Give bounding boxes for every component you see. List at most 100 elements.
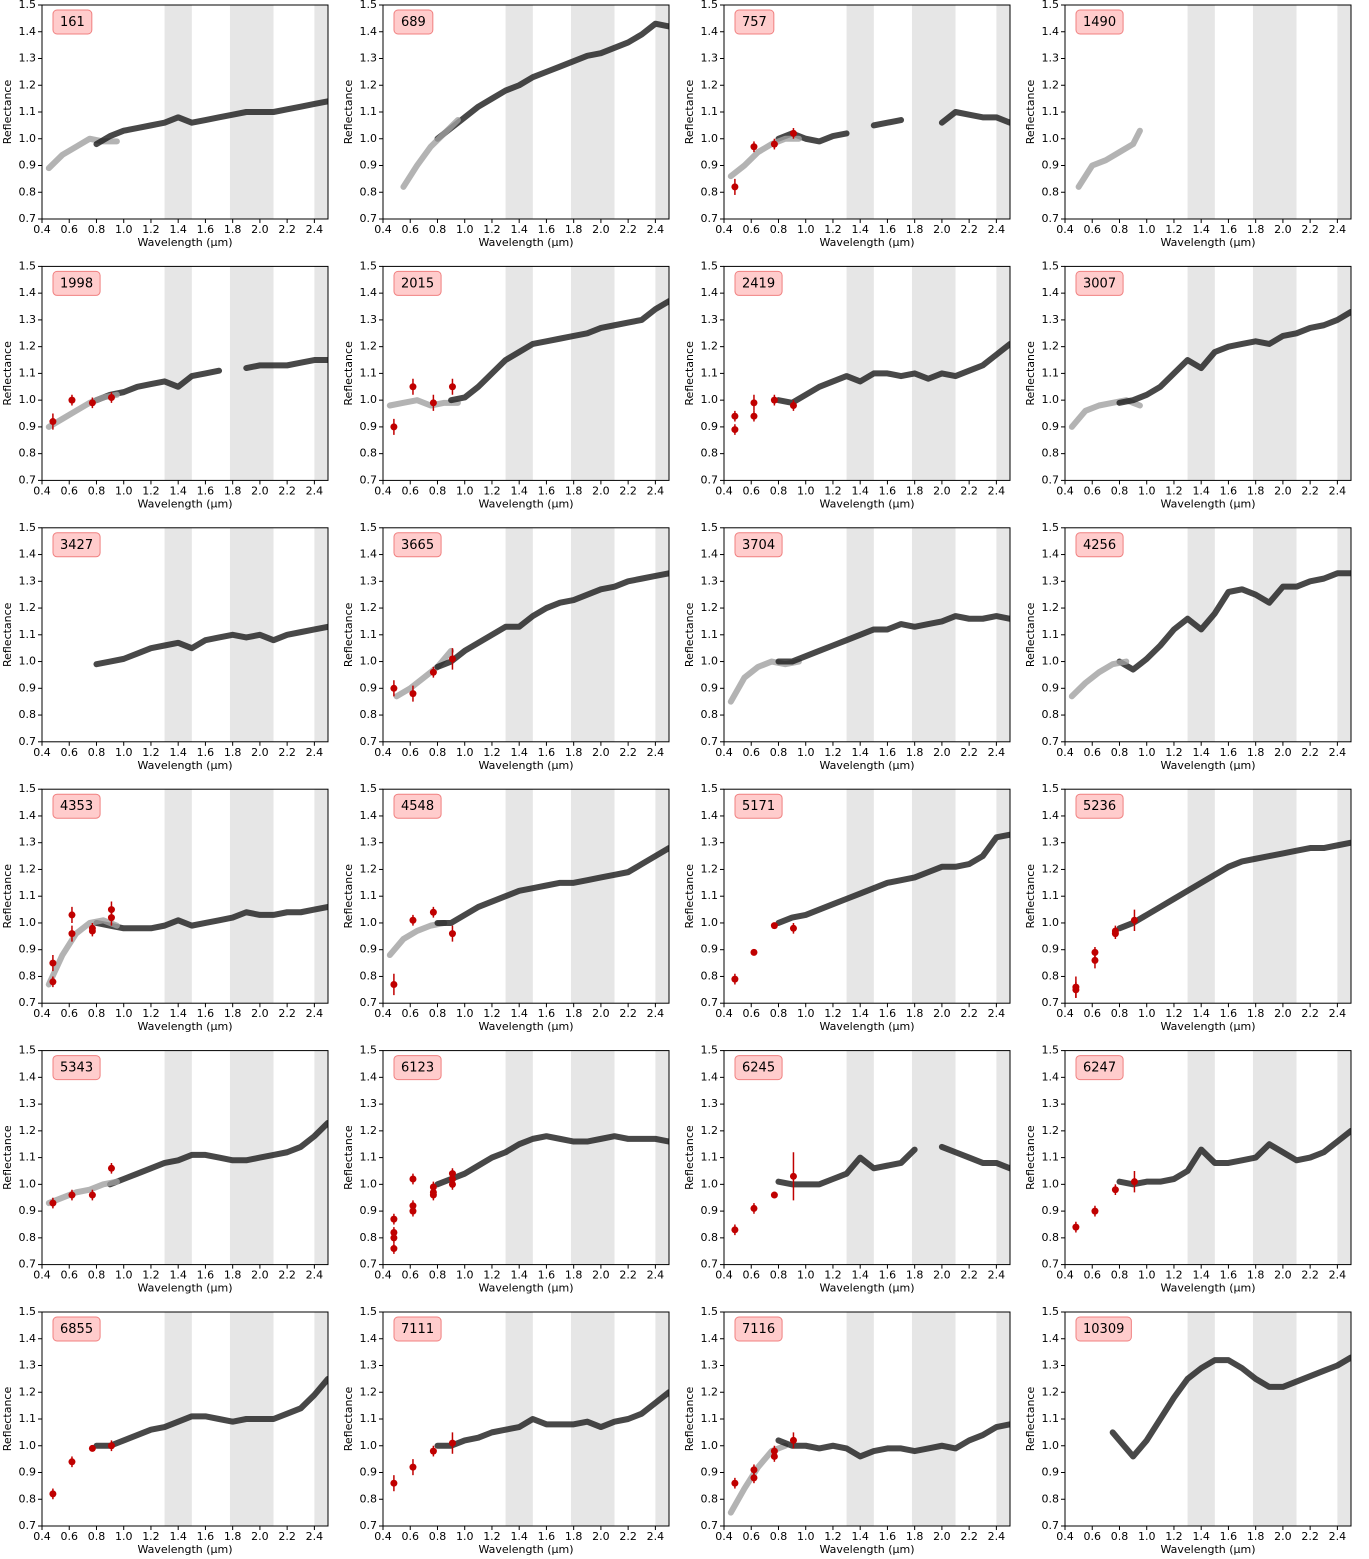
y-tick-label: 0.7 (701, 212, 719, 225)
data-point (750, 1466, 758, 1474)
x-tick-label: 1.2 (1165, 1007, 1183, 1020)
y-tick-label: 0.9 (19, 420, 37, 433)
x-tick-label: 1.4 (169, 1530, 187, 1543)
plot-marks (727, 613, 1010, 705)
shaded-band (1252, 1312, 1297, 1526)
data-point (429, 908, 437, 916)
x-tick-label: 2.0 (933, 223, 951, 236)
spectrum (386, 397, 461, 409)
x-tick-label: 1.8 (565, 1530, 583, 1543)
y-tick-label: 1.2 (360, 601, 378, 614)
y-tick-label: 0.9 (19, 159, 37, 172)
data-point (49, 1199, 57, 1207)
x-tick-label: 1.2 (1165, 484, 1183, 497)
x-tick-label: 2.2 (1301, 1530, 1319, 1543)
x-tick-label: 0.6 (742, 1269, 760, 1282)
x-tick-label: 2.4 (1329, 1530, 1347, 1543)
y-tick-label: 1.1 (701, 105, 719, 118)
data-point (789, 1172, 797, 1180)
spectrum (775, 613, 1010, 665)
x-tick-label: 2.0 (933, 1007, 951, 1020)
data-point (789, 1436, 797, 1444)
x-tick-label: 2.4 (647, 223, 665, 236)
y-tick-label: 1.4 (701, 1070, 719, 1083)
x-tick-label: 0.8 (429, 484, 447, 497)
x-tick-label: 2.4 (1329, 746, 1347, 759)
y-tick-label: 0.7 (360, 473, 378, 486)
y-tick-label: 1.3 (1042, 1359, 1060, 1372)
y-tick-label: 1.0 (701, 916, 719, 929)
y-tick-label: 1.5 (1042, 782, 1060, 795)
x-tick-label: 1.0 (115, 746, 133, 759)
x-tick-label: 1.4 (510, 223, 528, 236)
x-tick-label: 2.0 (1274, 1530, 1292, 1543)
y-axis-label: Reflectance (1024, 1387, 1037, 1452)
x-tick-label: 0.4 (33, 484, 51, 497)
y-tick-label: 0.8 (701, 185, 719, 198)
data-point (49, 959, 57, 967)
y-tick-label: 1.4 (360, 286, 378, 299)
data-point (390, 684, 398, 692)
x-tick-label: 1.2 (824, 746, 842, 759)
y-tick-label: 0.8 (360, 1231, 378, 1244)
y-tick-label: 0.7 (701, 1258, 719, 1271)
data-point (68, 930, 76, 938)
y-tick-label: 0.9 (701, 420, 719, 433)
subplot: 0.4 0.6 0.8 1.0 1.2 1.4 1.6 1.8 2.0 2.2 2.4 0.7 0.8 0… (683, 521, 1011, 772)
y-tick-label: 1.0 (1042, 1177, 1060, 1190)
plot-marks (731, 831, 1010, 985)
y-axis-label: Reflectance (1, 341, 14, 406)
y-tick-label: 0.9 (360, 420, 378, 433)
y-tick-label: 1.3 (360, 1359, 378, 1372)
x-tick-label: 0.8 (770, 1530, 788, 1543)
x-tick-label: 0.4 (374, 1007, 392, 1020)
x-tick-label: 1.4 (1192, 1007, 1210, 1020)
y-tick-label: 1.2 (701, 1124, 719, 1137)
shaded-band (314, 5, 328, 219)
y-tick-label: 1.3 (360, 313, 378, 326)
y-tick-label: 1.2 (19, 340, 37, 353)
spectrum (1109, 1354, 1351, 1460)
y-tick-label: 1.3 (19, 1359, 37, 1372)
title-box (1075, 1055, 1124, 1081)
y-tick-label: 1.0 (19, 393, 37, 406)
y-tick-label: 1.4 (1042, 1332, 1060, 1345)
y-tick-label: 1.1 (19, 105, 37, 118)
data-point (68, 1191, 76, 1199)
y-tick-label: 1.2 (1042, 862, 1060, 875)
x-tick-label: 1.2 (142, 1269, 160, 1282)
x-tick-label: 0.4 (1056, 1007, 1074, 1020)
x-tick-label: 2.4 (988, 746, 1006, 759)
x-tick-label: 1.4 (169, 223, 187, 236)
x-tick-label: 2.2 (619, 223, 637, 236)
y-tick-label: 0.8 (1042, 1231, 1060, 1244)
x-tick-label: 1.6 (879, 1530, 897, 1543)
y-tick-label: 1.5 (701, 1305, 719, 1318)
y-tick-label: 0.7 (701, 1519, 719, 1532)
y-tick-label: 1.4 (701, 25, 719, 38)
spectrum (400, 117, 461, 190)
y-tick-label: 1.1 (701, 1412, 719, 1425)
x-tick-label: 1.4 (851, 223, 869, 236)
x-tick-label: 2.0 (251, 1007, 269, 1020)
y-tick-label: 1.1 (1042, 1151, 1060, 1164)
x-tick-label: 1.6 (1220, 1269, 1238, 1282)
x-tick-label: 2.2 (1301, 484, 1319, 497)
title-box (52, 270, 101, 296)
subplot: 0.4 0.6 0.8 1.0 1.2 1.4 1.6 1.8 2.0 2.2 2.4 0.7 0.8 0… (1, 521, 329, 772)
title-box (734, 1055, 783, 1081)
shaded-band (996, 266, 1010, 481)
y-axis-label: Reflectance (342, 602, 355, 667)
x-tick-label: 1.2 (142, 1530, 160, 1543)
y-tick-label: 1.3 (1042, 313, 1060, 326)
plot-marks (93, 623, 328, 668)
y-tick-label: 0.7 (701, 473, 719, 486)
x-tick-label: 2.0 (1274, 223, 1292, 236)
x-tick-label: 0.8 (88, 484, 106, 497)
x-tick-label: 1.8 (565, 1269, 583, 1282)
data-point (88, 1444, 96, 1452)
y-tick-label: 1.2 (360, 78, 378, 91)
data-point (731, 412, 739, 420)
x-tick-label: 1.2 (824, 1530, 842, 1543)
x-tick-label: 1.8 (224, 223, 242, 236)
